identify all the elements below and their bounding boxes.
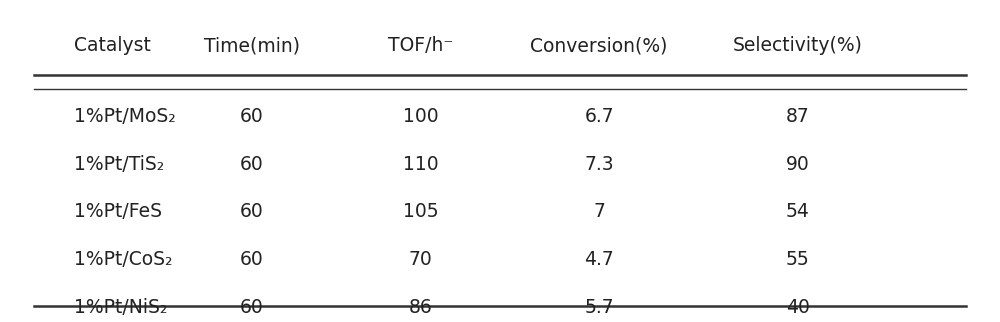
Text: 87: 87 xyxy=(786,107,809,126)
Text: Time(min): Time(min) xyxy=(204,36,300,55)
Text: 54: 54 xyxy=(786,203,809,222)
Text: 1%Pt/NiS₂: 1%Pt/NiS₂ xyxy=(74,298,167,317)
Text: 90: 90 xyxy=(786,155,809,174)
Text: 5.7: 5.7 xyxy=(584,298,614,317)
Text: 60: 60 xyxy=(240,298,264,317)
Text: 70: 70 xyxy=(409,250,433,269)
Text: 60: 60 xyxy=(240,107,264,126)
Text: Catalyst: Catalyst xyxy=(74,36,150,55)
Text: 60: 60 xyxy=(240,203,264,222)
Text: 105: 105 xyxy=(403,203,438,222)
Text: 1%Pt/FeS: 1%Pt/FeS xyxy=(74,203,162,222)
Text: 40: 40 xyxy=(786,298,809,317)
Text: 86: 86 xyxy=(409,298,433,317)
Text: 60: 60 xyxy=(240,155,264,174)
Text: Conversion(%): Conversion(%) xyxy=(530,36,668,55)
Text: 100: 100 xyxy=(403,107,438,126)
Text: 7.3: 7.3 xyxy=(584,155,614,174)
Text: 1%Pt/MoS₂: 1%Pt/MoS₂ xyxy=(74,107,175,126)
Text: 7: 7 xyxy=(593,203,605,222)
Text: 1%Pt/TiS₂: 1%Pt/TiS₂ xyxy=(74,155,164,174)
Text: 60: 60 xyxy=(240,250,264,269)
Text: Selectivity(%): Selectivity(%) xyxy=(733,36,862,55)
Text: 1%Pt/CoS₂: 1%Pt/CoS₂ xyxy=(74,250,172,269)
Text: 6.7: 6.7 xyxy=(584,107,614,126)
Text: TOF/h⁻: TOF/h⁻ xyxy=(388,36,453,55)
Text: 110: 110 xyxy=(403,155,438,174)
Text: 4.7: 4.7 xyxy=(584,250,614,269)
Text: 55: 55 xyxy=(786,250,809,269)
